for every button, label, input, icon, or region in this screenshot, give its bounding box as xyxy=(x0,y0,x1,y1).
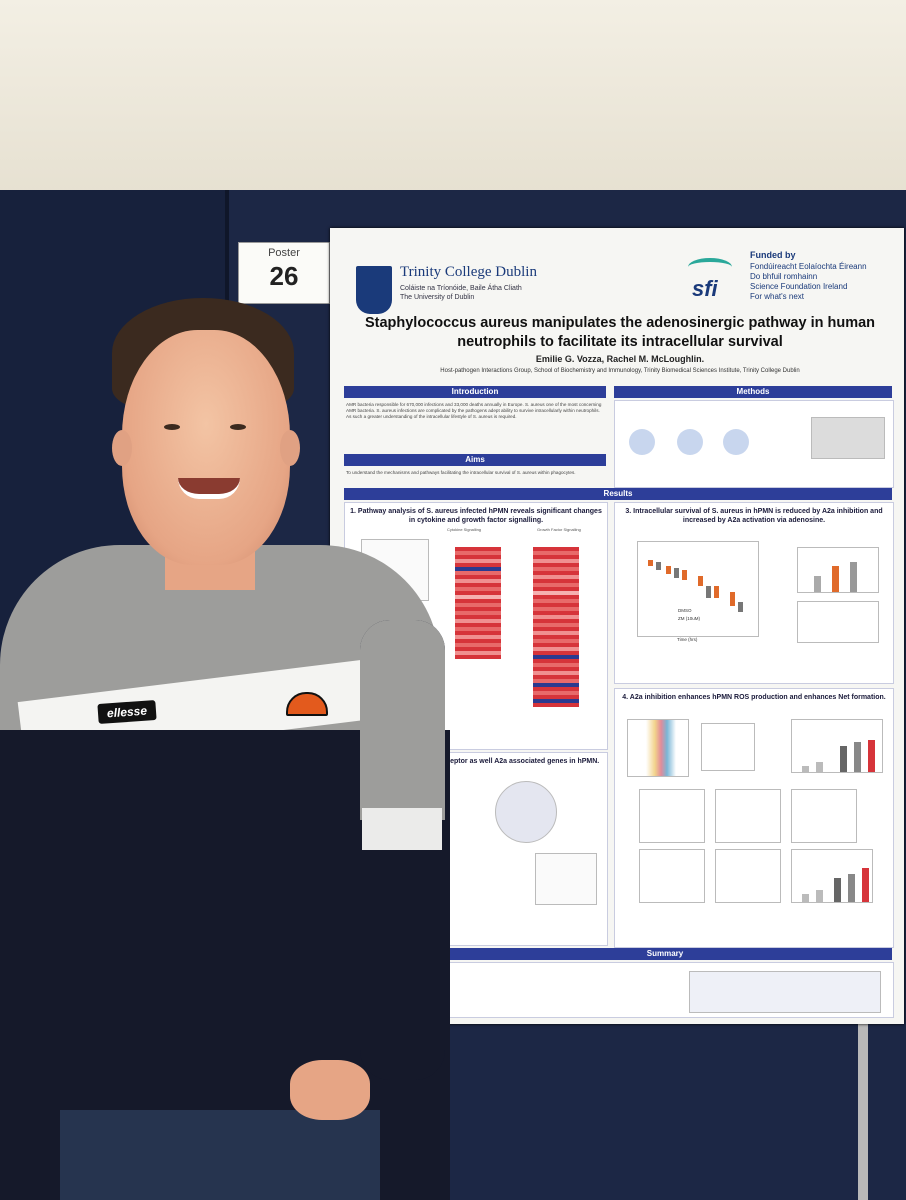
growth-factor-label: Growth Factor Signalling xyxy=(537,527,581,532)
panel-1-title: 1. Pathway analysis of S. aureus infecte… xyxy=(350,508,602,524)
person-eye-left xyxy=(164,424,180,430)
flow-plot xyxy=(791,789,857,843)
summary-diagram xyxy=(689,971,881,1013)
person-smile xyxy=(178,478,240,499)
person-hand xyxy=(290,1060,370,1120)
institution-subtitle: Coláiste na Tríonóide, Baile Átha Cliath… xyxy=(400,285,522,301)
methods-diagram xyxy=(614,400,894,488)
a2a-receptor-diagram xyxy=(495,781,557,843)
cytokine-heatmap xyxy=(455,547,501,659)
results-panel-3: 3. Intracellular survival of S. aureus i… xyxy=(614,502,894,684)
panel-2-title: ...e anti-inflammatory A2a receptor as w… xyxy=(352,758,600,765)
person-jeans xyxy=(60,1110,380,1200)
dot-plot xyxy=(797,601,879,643)
aims-text: To understand the mechanisms and pathway… xyxy=(346,470,576,475)
cell-icon xyxy=(629,429,655,455)
summary-panel xyxy=(438,962,894,1018)
tcd-crest-icon xyxy=(356,266,392,314)
survival-boxplot: DMSO ZM (10uM) xyxy=(637,541,759,637)
section-aims: Aims xyxy=(344,454,606,466)
sfi-logo-text: sfi xyxy=(692,276,718,301)
sleeve-white-stripe xyxy=(362,808,442,850)
funder-name: Fondúireacht Eolaíochta Éireann Do bhfui… xyxy=(750,262,867,301)
ros-histogram xyxy=(627,719,689,777)
x-axis-label: Time (hrs) xyxy=(677,637,698,642)
section-introduction: Introduction xyxy=(344,386,606,398)
ros-line-chart xyxy=(701,723,755,771)
poster-number-tag: Poster 26 xyxy=(238,242,330,304)
institution-name: Trinity College Dublin xyxy=(400,264,537,280)
flow-plot xyxy=(715,849,781,903)
poster-authors: Emilie G. Vozza, Rachel M. McLoughlin. xyxy=(535,354,705,364)
cell-icon xyxy=(677,429,703,455)
flow-plot xyxy=(715,789,781,843)
poster-affiliation: Host-pathogen Interactions Group, School… xyxy=(440,368,800,374)
poster-title: Staphylococcus aureus manipulates the ad… xyxy=(364,315,876,350)
cytokine-label: Cytokine Signalling xyxy=(447,527,482,532)
flow-plot xyxy=(639,849,705,903)
cell-icon xyxy=(723,429,749,455)
instrument-icon xyxy=(811,417,885,459)
ros-bar-chart xyxy=(791,719,883,773)
legend-zm: ZM (10uM) xyxy=(678,616,701,621)
results-panel-4: 4. A2a inhibition enhances hPMN ROS prod… xyxy=(614,688,894,948)
person-eye-right xyxy=(230,424,246,430)
flow-plot xyxy=(639,789,705,843)
panel-4-title: 4. A2a inhibition enhances hPMN ROS prod… xyxy=(622,694,886,701)
sfi-logo-icon: sfi xyxy=(682,258,742,308)
section-methods: Methods xyxy=(614,386,892,398)
section-results: Results xyxy=(344,488,892,500)
poster-tag-label: Poster xyxy=(268,247,300,259)
introduction-text: AMR bacteria responsible for 670,000 inf… xyxy=(346,402,602,419)
net-bar-chart xyxy=(791,849,873,903)
person-ear-right xyxy=(280,430,300,466)
section-summary: Summary xyxy=(438,948,892,960)
panel-3-title: 3. Intracellular survival of S. aureus i… xyxy=(625,508,883,524)
person-ear-left xyxy=(112,430,132,466)
flow-histogram xyxy=(535,853,597,905)
ellesse-patch-logo: ellesse xyxy=(97,700,157,724)
sweater-sleeve-grey xyxy=(360,620,445,820)
growth-factor-heatmap xyxy=(533,547,579,707)
poster-tag-number: 26 xyxy=(269,261,299,291)
a2a-bar-chart xyxy=(797,547,879,593)
legend-dmso: DMSO xyxy=(678,608,692,613)
person-face xyxy=(122,330,290,565)
funded-by-label: Funded by xyxy=(750,250,796,260)
